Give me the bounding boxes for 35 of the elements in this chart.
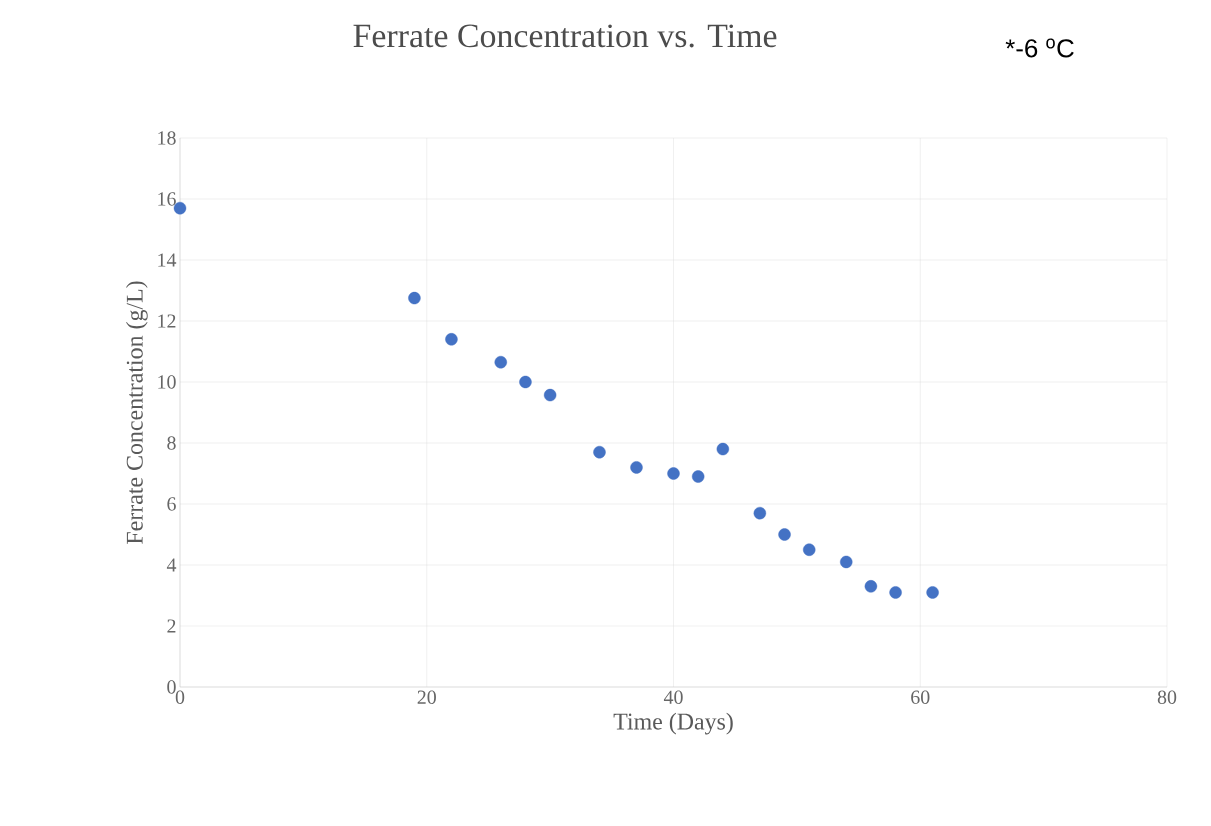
point [445, 333, 458, 346]
point [691, 470, 705, 483]
point [494, 355, 507, 369]
point [593, 445, 606, 459]
point [803, 543, 816, 556]
point [630, 461, 643, 474]
y-tick-label: 8 [167, 436, 176, 450]
y-tick-label: 2 [167, 619, 176, 633]
y-tick-label: 10 [158, 375, 176, 389]
y-tick-label: 18 [158, 131, 176, 145]
point [778, 528, 791, 541]
y-tick-label: 6 [167, 497, 176, 511]
point [543, 388, 557, 402]
y-tick-label: 16 [158, 192, 176, 206]
x-axis-title: Time (Days) [613, 712, 733, 735]
point [519, 375, 532, 389]
point [889, 586, 902, 599]
text: *-6 $^{o}$C [1005, 38, 1074, 58]
y-tick-label: 14 [158, 253, 177, 267]
x-tick-label: 20 [417, 690, 436, 704]
point [840, 555, 853, 569]
chart-title: Ferrate Concentration vs. Time [353, 24, 777, 48]
x-tick-label: 60 [911, 690, 930, 704]
point [716, 442, 730, 456]
y-tick-label: 0 [167, 680, 176, 694]
y-tick-label: 4 [166, 558, 177, 572]
point [864, 580, 878, 593]
x-tick-label: 80 [1157, 690, 1177, 704]
y-tick-label: 12 [158, 314, 176, 328]
y-axis-title: Ferrate Concentration (g/L) [125, 281, 148, 544]
x-tick-label: 40 [663, 690, 683, 704]
point [926, 586, 939, 599]
point [667, 467, 680, 480]
point [408, 291, 421, 305]
point [753, 506, 767, 520]
